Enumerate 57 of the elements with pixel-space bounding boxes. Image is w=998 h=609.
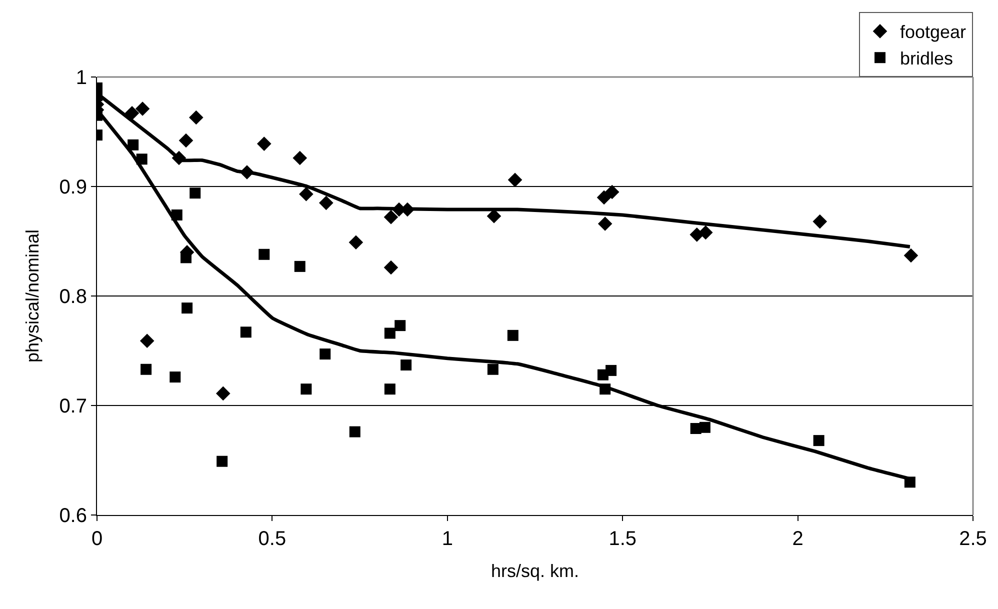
x-tick-label: 1.5 — [608, 528, 637, 550]
point — [813, 435, 824, 446]
point — [384, 210, 398, 224]
point — [216, 386, 230, 401]
point — [384, 384, 396, 395]
y-tick-label: 1 — [76, 67, 87, 89]
point — [606, 364, 617, 376]
point — [140, 364, 152, 375]
point — [180, 252, 192, 264]
point — [182, 302, 193, 314]
legend-label: bridles — [900, 48, 954, 69]
y-tick-label: 0.6 — [59, 505, 87, 527]
point — [507, 330, 518, 341]
point — [256, 136, 272, 151]
point — [170, 372, 181, 383]
point — [508, 172, 522, 188]
point — [294, 260, 306, 272]
point — [135, 102, 150, 116]
point — [604, 184, 620, 200]
point — [394, 320, 406, 332]
legend-label: footgear — [900, 22, 966, 42]
point — [699, 422, 710, 433]
point — [319, 196, 334, 210]
point — [349, 426, 360, 438]
point — [292, 150, 308, 166]
y-tick-label: 0.9 — [59, 176, 87, 198]
point — [258, 248, 270, 260]
point — [299, 187, 314, 202]
point — [384, 328, 396, 339]
point — [348, 235, 364, 250]
y-axis-title: physical/nominal — [22, 229, 42, 363]
x-tick-label: 1 — [442, 528, 453, 550]
point — [128, 139, 139, 150]
x-tick-label: 0.5 — [258, 528, 286, 550]
y-tick-label: 0.7 — [59, 396, 87, 418]
point — [400, 359, 412, 370]
point — [596, 190, 612, 205]
y-tick-label: 0.8 — [59, 286, 87, 308]
x-tick-label: 0 — [91, 528, 103, 550]
point — [240, 326, 252, 338]
point — [300, 384, 312, 395]
point — [216, 456, 228, 467]
point — [698, 225, 713, 240]
x-axis-title: hrs/sq. km. — [490, 561, 580, 582]
point — [190, 188, 201, 199]
x-tick-label: 2.5 — [959, 528, 987, 550]
point — [320, 348, 331, 360]
point — [384, 260, 398, 275]
point — [904, 248, 918, 263]
point — [124, 106, 140, 120]
x-tick-label: 2 — [792, 528, 804, 550]
point — [178, 133, 194, 148]
point — [189, 110, 204, 125]
point — [140, 334, 154, 348]
point — [487, 364, 498, 375]
point — [812, 214, 828, 229]
point — [598, 216, 612, 231]
